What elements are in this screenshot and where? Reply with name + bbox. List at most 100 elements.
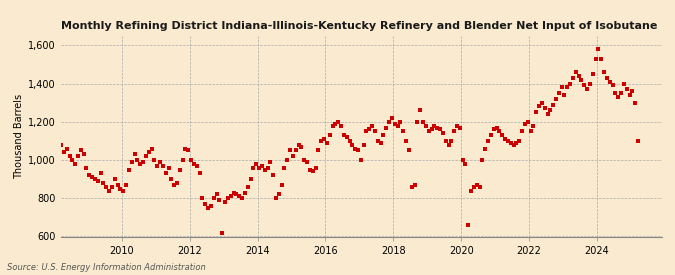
Point <box>245 177 256 181</box>
Point <box>610 91 621 95</box>
Point <box>539 106 550 111</box>
Point <box>327 123 338 128</box>
Point <box>188 162 199 166</box>
Point <box>573 74 584 78</box>
Point <box>132 158 143 162</box>
Point <box>209 196 219 200</box>
Point <box>98 181 109 185</box>
Point <box>92 179 103 183</box>
Point <box>601 76 612 80</box>
Point <box>61 146 72 151</box>
Point <box>73 154 84 158</box>
Point <box>500 137 510 141</box>
Text: Source: U.S. Energy Information Administration: Source: U.S. Energy Information Administ… <box>7 263 205 272</box>
Point <box>421 123 431 128</box>
Point <box>192 164 202 168</box>
Point <box>389 122 400 126</box>
Point <box>426 127 437 132</box>
Point <box>169 183 180 187</box>
Point <box>126 160 137 164</box>
Point <box>494 129 505 134</box>
Point <box>333 120 344 124</box>
Point <box>237 196 248 200</box>
Point <box>324 133 335 138</box>
Point <box>525 129 536 134</box>
Point <box>468 185 479 189</box>
Point <box>446 139 457 143</box>
Point <box>285 148 296 153</box>
Point <box>429 123 440 128</box>
Point <box>373 139 383 143</box>
Point <box>587 72 598 76</box>
Point <box>335 123 346 128</box>
Point <box>483 139 493 143</box>
Point <box>293 142 304 147</box>
Point <box>225 194 236 199</box>
Point <box>497 133 508 138</box>
Point <box>449 129 460 134</box>
Point <box>418 120 429 124</box>
Point <box>367 123 377 128</box>
Point <box>350 146 360 151</box>
Point <box>183 148 194 153</box>
Point <box>202 206 213 210</box>
Point <box>392 123 403 128</box>
Point <box>143 150 154 155</box>
Point <box>361 129 372 134</box>
Point <box>534 104 545 109</box>
Point <box>254 166 265 170</box>
Point <box>542 112 553 116</box>
Point <box>279 166 290 170</box>
Point <box>356 158 367 162</box>
Point <box>460 162 471 166</box>
Point <box>562 85 572 90</box>
Point <box>604 79 615 84</box>
Point <box>506 141 516 145</box>
Point <box>194 171 205 176</box>
Point <box>313 148 324 153</box>
Point <box>599 70 610 74</box>
Point <box>64 154 75 158</box>
Point <box>502 139 513 143</box>
Point <box>129 152 140 156</box>
Point <box>112 183 123 187</box>
Point <box>240 190 250 195</box>
Point <box>55 142 66 147</box>
Point <box>556 85 567 90</box>
Point <box>415 108 426 112</box>
Point <box>197 196 208 200</box>
Point <box>330 122 341 126</box>
Point <box>545 108 556 112</box>
Point <box>276 183 287 187</box>
Point <box>412 120 423 124</box>
Point <box>406 185 417 189</box>
Point <box>256 164 267 168</box>
Point <box>121 183 132 187</box>
Point <box>304 167 315 172</box>
Point <box>299 158 310 162</box>
Point <box>466 188 477 193</box>
Point <box>84 173 95 178</box>
Point <box>211 192 222 197</box>
Point <box>452 123 462 128</box>
Point <box>138 160 148 164</box>
Point <box>217 230 227 235</box>
Point <box>219 200 230 204</box>
Point <box>259 167 270 172</box>
Point <box>358 142 369 147</box>
Point <box>171 181 182 185</box>
Point <box>265 160 275 164</box>
Point <box>570 70 581 74</box>
Point <box>248 166 259 170</box>
Point <box>383 120 394 124</box>
Point <box>200 202 211 206</box>
Point <box>70 162 80 166</box>
Point <box>338 133 349 138</box>
Point <box>180 146 191 151</box>
Point <box>551 97 562 101</box>
Point <box>81 166 92 170</box>
Point <box>101 185 111 189</box>
Point <box>381 125 392 130</box>
Point <box>214 198 225 202</box>
Point <box>491 125 502 130</box>
